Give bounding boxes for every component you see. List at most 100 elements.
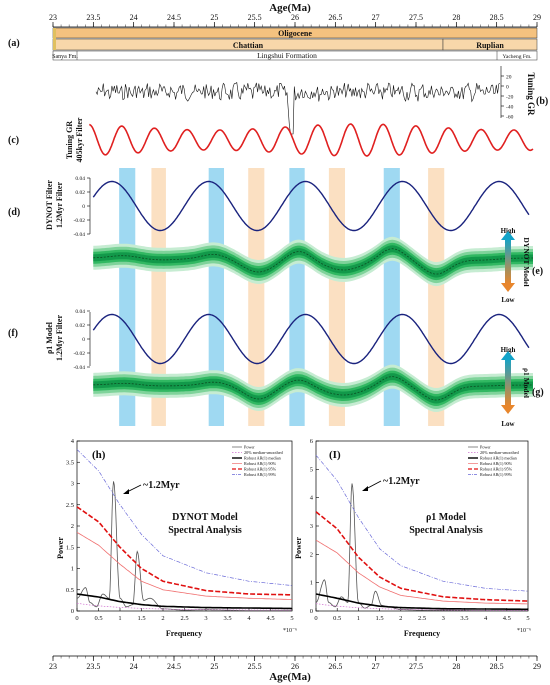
spec-ytick-label: 1 — [71, 566, 74, 573]
spectral-i-title-2: Spectral Analysis — [409, 525, 483, 536]
legend-label-1: 20% median-smoothed — [244, 450, 284, 455]
bottom-age-tick-label: 25 — [210, 662, 218, 671]
spec-xtick-label: 0 — [314, 615, 317, 622]
dynot-model-band — [93, 236, 534, 287]
panel-b-tick-label: -20 — [506, 95, 514, 101]
spec-ytick-label: 2 — [71, 523, 74, 530]
spec-smoothed — [315, 603, 528, 611]
highlight-band-2 — [208, 168, 225, 426]
spectral-i-annotation: ~1.2Myr — [383, 476, 420, 487]
spec-ytick-label: 2.5 — [66, 502, 74, 509]
axis-tick-label: -0.02 — [74, 351, 86, 357]
spec-xtick-label: 2 — [161, 615, 164, 622]
top-age-tick-label: 27.5 — [409, 13, 423, 22]
panel-b: 20 0 -20 -40 -60 Tuning GR (b) — [95, 66, 548, 135]
spectral-h-ylabel: Power — [56, 537, 65, 559]
bottom-age-tick-label: 29 — [533, 662, 541, 671]
spec-xtick-label: 1.5 — [376, 615, 384, 622]
spec-series-1 — [315, 593, 528, 611]
legend-label-0: Power — [244, 445, 255, 450]
spec-ytick-label: 1.5 — [66, 544, 74, 551]
formation-lingshui: Lingshui Formation — [257, 51, 317, 60]
spec-ytick-label: 0.5 — [66, 587, 74, 594]
axis-tick-label: -0.02 — [74, 218, 86, 224]
spec-ytick-label: 3.5 — [66, 459, 74, 466]
top-age-tick-label: 27 — [372, 13, 380, 22]
axis-tick-label: 0.02 — [75, 190, 85, 196]
top-age-tick-label: 29 — [533, 13, 541, 22]
formation-sanya: Sanya Fm. — [52, 54, 78, 60]
highlight-band-5 — [328, 168, 346, 426]
bottom-age-tick-label: 26.5 — [328, 662, 342, 671]
bottom-age-title: Age(Ma) — [269, 671, 311, 683]
legend-label-4: Robust AR(1) 95% — [244, 467, 277, 472]
spec-ytick-label: 3 — [310, 523, 313, 530]
top-age-tick-label: 25.5 — [248, 13, 262, 22]
spec-xtick-label: 4 — [247, 615, 251, 622]
spec-xtick-label: 0.5 — [94, 615, 102, 622]
highlight-bands — [119, 168, 445, 426]
legend-label-1: 20% median-smoothed — [480, 450, 520, 455]
spectral-h-annotation: ~1.2Myr — [143, 480, 180, 491]
bottom-age-axis: 23 23.5 24 24.5 25 25.5 26 26.5 27 27.5 28 28.5 29 A… — [49, 655, 541, 683]
panel-g-low: Low — [501, 420, 515, 428]
spec-xtick-label: 5 — [526, 615, 529, 622]
top-age-axis: Age(Ma) 23 23.5 24 24.5 25 25.5 26 26.5 27 27.5 28… — [49, 2, 541, 28]
bottom-age-ticks: 23 23.5 24 24.5 25 25.5 26 26.5 27 27.5 28 28.5 29 — [49, 656, 541, 671]
spec-series-0 — [76, 481, 292, 611]
stratigraphy-table: (a) Oligocene Chattian Ruplian Sanya Fm.… — [8, 27, 538, 61]
panel-d: (d) DYNOT Filter 1.2Myr Filter 0.040.020… — [8, 176, 530, 238]
bottom-age-tick-label: 25.5 — [248, 662, 262, 671]
spec-xtick-label: 3 — [204, 615, 207, 622]
filter-405kyr-curve — [88, 123, 534, 157]
legend-label-3: Robust AR(1) 90% — [480, 461, 513, 466]
dynot-1-2myr-curve — [92, 180, 530, 232]
axis-tick-label: -0.04 — [74, 232, 86, 238]
spectral-h-plot: 0 0.5 1 1.5 2 2.5 3 3.5 4 4.5 5 0 0.5 1 1.5 2 2.5 3 3.5 4 — [66, 438, 294, 622]
axis-tick-label: -0.04 — [74, 365, 86, 371]
panel-label-a: (a) — [8, 38, 20, 49]
spec-series-2 — [315, 539, 528, 605]
panel-label-i: (I) — [329, 449, 341, 461]
highlight-band-7 — [428, 168, 445, 426]
top-age-tick-label: 24.5 — [167, 13, 181, 22]
spectral-i-title-1: ρ1 Model — [426, 512, 466, 523]
stage-chattian: Chattian — [233, 41, 264, 50]
panel-label-c: (c) — [8, 135, 19, 146]
panel-f-ylabel-1: ρ1 Model — [45, 321, 54, 354]
highlight-band-0 — [119, 168, 136, 426]
panel-d-ylabel-2: 1.2Myr Filter — [55, 182, 64, 229]
panel-g-side: ρ1 Model — [522, 368, 531, 398]
spec-series-3 — [76, 506, 293, 596]
panel-b-tick-label: -60 — [506, 115, 514, 121]
panel-label-d: (d) — [8, 207, 20, 218]
top-age-tick-label: 28 — [452, 13, 460, 22]
bottom-age-tick-label: 23.5 — [86, 662, 100, 671]
spec-series-0 — [315, 483, 528, 612]
spec-series-4 — [76, 449, 293, 586]
highlight-band-4 — [289, 168, 305, 426]
spec-xtick-label: 2 — [399, 615, 402, 622]
axis-tick-label: 0.02 — [75, 323, 85, 329]
top-age-tick-label: 25 — [210, 13, 218, 22]
panel-label-g: (g) — [532, 387, 544, 398]
panel-g: High Low ρ1 Model (g) — [93, 346, 544, 428]
panel-label-h: (h) — [92, 449, 106, 461]
ruplian-bar — [442, 38, 538, 51]
legend-label-4: Robust AR(1) 95% — [480, 467, 513, 472]
bottom-age-tick-label: 24.5 — [167, 662, 181, 671]
spectral-h-xlabel: Frequency — [166, 629, 202, 638]
spectral-i-xlabel: Frequency — [404, 629, 440, 638]
top-age-tick-label: 24 — [130, 13, 138, 22]
top-age-title: Age(Ma) — [269, 2, 311, 14]
spec-ytick-label: 4 — [310, 495, 314, 502]
epoch-label: Oligocene — [278, 29, 312, 38]
spec-ytick-label: 4 — [71, 438, 75, 445]
bottom-age-tick-label: 28.5 — [490, 662, 504, 671]
panel-f: (f) ρ1 Model 1.2Myr Filter 0.04 0.02 0 -0.0… — [8, 309, 530, 371]
panel-f-ylabel-2: 1.2Myr Filter — [55, 315, 64, 362]
panel-b-ylabel: Tuning GR — [526, 73, 536, 116]
axis-tick-label: 0.04 — [75, 176, 85, 182]
